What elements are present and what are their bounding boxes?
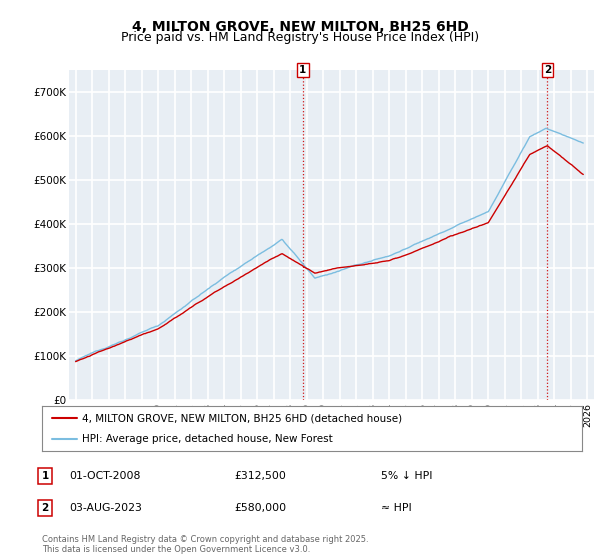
Text: 4, MILTON GROVE, NEW MILTON, BH25 6HD: 4, MILTON GROVE, NEW MILTON, BH25 6HD (131, 20, 469, 34)
Text: 2: 2 (544, 65, 551, 75)
Text: ≈ HPI: ≈ HPI (381, 503, 412, 513)
Text: 4, MILTON GROVE, NEW MILTON, BH25 6HD (detached house): 4, MILTON GROVE, NEW MILTON, BH25 6HD (d… (83, 413, 403, 423)
Text: £312,500: £312,500 (234, 471, 286, 481)
Text: 03-AUG-2023: 03-AUG-2023 (69, 503, 142, 513)
Text: 5% ↓ HPI: 5% ↓ HPI (381, 471, 433, 481)
Text: 1: 1 (299, 65, 306, 75)
Text: £580,000: £580,000 (234, 503, 286, 513)
Text: 2: 2 (41, 503, 49, 513)
Text: Price paid vs. HM Land Registry's House Price Index (HPI): Price paid vs. HM Land Registry's House … (121, 31, 479, 44)
Text: HPI: Average price, detached house, New Forest: HPI: Average price, detached house, New … (83, 433, 333, 444)
Text: 01-OCT-2008: 01-OCT-2008 (69, 471, 140, 481)
Text: 1: 1 (41, 471, 49, 481)
Text: Contains HM Land Registry data © Crown copyright and database right 2025.
This d: Contains HM Land Registry data © Crown c… (42, 535, 368, 554)
